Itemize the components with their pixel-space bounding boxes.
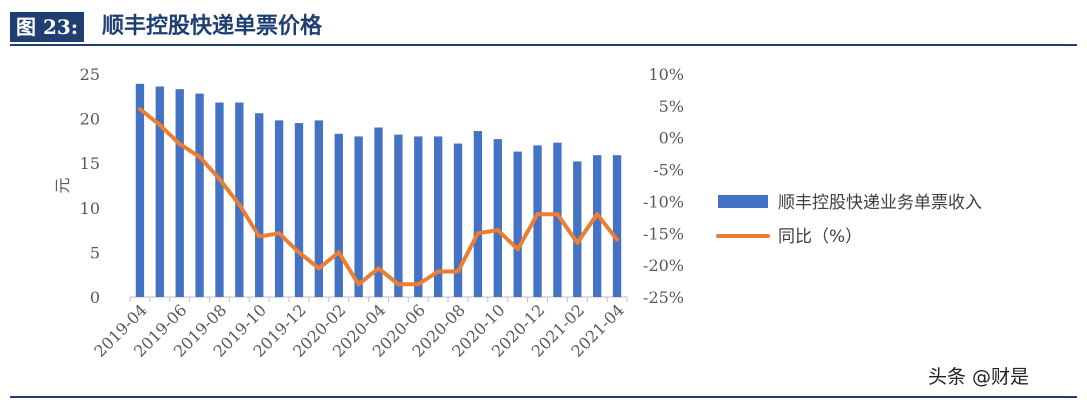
watermark: 头条 @财是 — [928, 366, 1030, 388]
bar — [533, 145, 542, 297]
y-left-tick-label: 0 — [90, 288, 100, 307]
bar — [553, 142, 562, 297]
bar — [235, 102, 244, 297]
bar — [473, 131, 483, 297]
bar-series — [135, 83, 622, 298]
bar — [374, 127, 383, 298]
yoy-point — [416, 282, 421, 287]
legend-line-label: 同比（%） — [778, 227, 862, 247]
figure-title-bar: 图 23: 顺丰控股快递单票价格 — [10, 8, 1077, 46]
yoy-point — [296, 250, 301, 255]
bar — [573, 161, 582, 297]
yoy-point — [157, 122, 162, 127]
bar — [175, 89, 184, 297]
y-right-tick-label: 0% — [659, 129, 684, 148]
bar — [255, 113, 264, 297]
yoy-point — [137, 107, 142, 112]
y-right-tick-label: 5% — [659, 97, 684, 116]
y-right-tick-label: -20% — [643, 256, 684, 275]
yoy-point — [615, 237, 620, 242]
y-left-tick-label: 5 — [90, 243, 100, 262]
y-left-tick-label: 20 — [80, 110, 100, 129]
tick-labels: 0510152025-25%-20%-15%-10%-5%0%5%10%元201… — [53, 65, 684, 361]
yoy-point — [456, 269, 461, 274]
yoy-point — [555, 212, 560, 217]
yoy-point — [277, 231, 282, 236]
y-right-tick-label: 10% — [648, 65, 684, 84]
y-right-tick-label: -25% — [643, 288, 684, 307]
bar — [394, 134, 403, 297]
bar — [155, 86, 164, 297]
yoy-point — [595, 212, 600, 217]
bar — [513, 151, 522, 297]
bottom-rule — [10, 396, 1077, 398]
bar — [314, 120, 324, 297]
bar — [334, 133, 343, 297]
y-left-tick-label: 15 — [80, 154, 100, 173]
yoy-point — [177, 142, 182, 147]
yoy-point — [356, 282, 361, 287]
yoy-point — [197, 154, 202, 159]
y-right-tick-label: -10% — [643, 192, 684, 211]
bar — [354, 136, 363, 297]
legend-bar-label: 顺丰控股快递业务单票收入 — [778, 193, 982, 213]
bar — [294, 123, 304, 297]
yoy-point — [475, 231, 480, 236]
y-left-axis-title: 元 — [53, 177, 72, 193]
yoy-point — [396, 282, 401, 287]
bar — [593, 155, 602, 297]
y-left-tick-label: 25 — [80, 65, 100, 84]
yoy-point — [316, 266, 321, 271]
bar — [612, 155, 622, 297]
yoy-point — [535, 212, 540, 217]
legend-bar-swatch — [718, 195, 768, 208]
bar — [135, 83, 145, 297]
bar — [274, 120, 284, 297]
y-left-tick-label: 10 — [80, 199, 100, 218]
yoy-point — [575, 240, 580, 245]
line-series — [137, 107, 620, 287]
bar — [453, 143, 463, 297]
bar — [215, 102, 224, 297]
bar — [433, 136, 443, 297]
figure-number: 图 23: — [10, 12, 85, 42]
bar — [195, 93, 204, 298]
yoy-point — [495, 228, 500, 233]
yoy-point — [515, 247, 520, 252]
y-right-tick-label: -15% — [643, 224, 684, 243]
yoy-point — [376, 266, 381, 271]
yoy-point — [237, 202, 242, 207]
yoy-point — [257, 234, 262, 239]
chart-axes — [129, 296, 628, 302]
bar — [414, 136, 423, 297]
figure-title: 顺丰控股快递单票价格 — [102, 14, 323, 39]
y-right-tick-label: -5% — [653, 161, 684, 180]
yoy-point — [217, 177, 222, 182]
yoy-point — [436, 269, 441, 274]
yoy-point — [336, 250, 341, 255]
bar — [493, 139, 502, 297]
